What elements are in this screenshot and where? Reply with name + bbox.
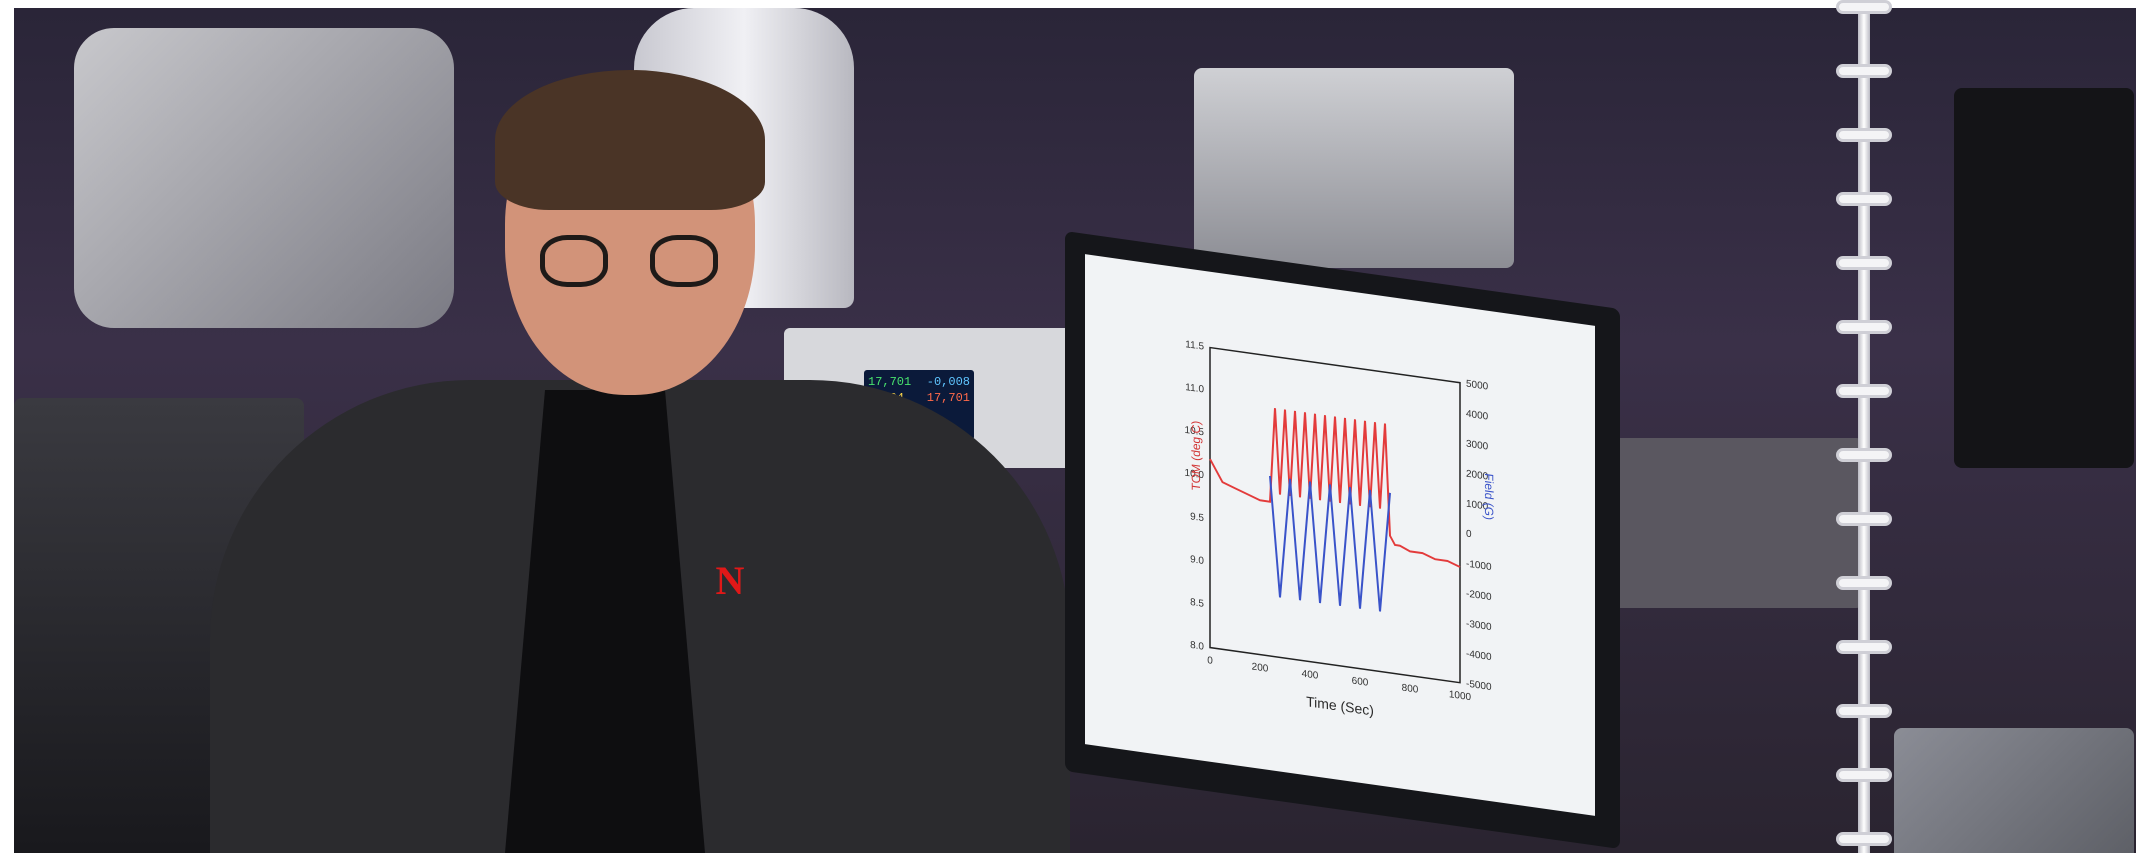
chart-frame <box>1209 346 1461 684</box>
spiral-ring <box>1836 576 1892 590</box>
equipment-right <box>1894 728 2134 853</box>
x-tick-label: 600 <box>1352 676 1369 689</box>
spiral-ring <box>1836 640 1892 654</box>
y-left-tick-label: 11.5 <box>1185 339 1204 353</box>
y-left-tick-label: 10.5 <box>1185 425 1205 439</box>
chart-ylabel-right: Field (G) <box>1482 472 1496 521</box>
server-cabinet <box>1954 88 2134 468</box>
spiral-ring <box>1836 0 1892 14</box>
y-right-tick-label: -4000 <box>1466 649 1492 664</box>
readout-1: 17,701 <box>868 375 912 389</box>
spiral-ring <box>1836 64 1892 78</box>
y-right-tick-label: 0 <box>1466 529 1472 541</box>
series-line-0 <box>1209 407 1461 568</box>
y-left-tick-label: 9.0 <box>1190 554 1204 567</box>
y-right-tick-label: 2000 <box>1466 469 1489 483</box>
glasses-left-lens <box>540 235 608 287</box>
monitor-chart: 0 200 400 600 800 1000 8.0 8.5 9.0 9.5 10.0 10.5 11.… <box>1185 339 1496 718</box>
y-left-tick-label: 11.0 <box>1185 382 1204 396</box>
y-left-tick-label: 9.5 <box>1190 511 1204 524</box>
y-right-tick-label: 4000 <box>1466 409 1489 423</box>
y-right-tick-label: 3000 <box>1466 439 1489 453</box>
y-right-tick-label: -5000 <box>1466 679 1492 694</box>
x-tick-label: 800 <box>1402 683 1419 696</box>
y-right-tick-label: -1000 <box>1466 559 1492 574</box>
chart-xlabel: Time (Sec) <box>1306 693 1374 718</box>
series-line-1 <box>1269 475 1391 612</box>
chart-series <box>1209 407 1461 612</box>
x-tick-label: 0 <box>1207 655 1213 667</box>
glasses-right-lens <box>650 235 718 287</box>
y-right-tick-label: -3000 <box>1466 619 1492 634</box>
y-left-tick-label: 8.0 <box>1190 640 1204 653</box>
person-hair <box>495 70 765 210</box>
readout-2: -0,008 <box>926 375 970 389</box>
instrument-box <box>1594 438 1864 608</box>
electronics-rack <box>1194 68 1514 268</box>
spiral-ring <box>1836 256 1892 270</box>
spiral-ring <box>1836 512 1892 526</box>
x-tick-label: 400 <box>1302 668 1319 681</box>
nebraska-n-logo: N <box>715 558 745 603</box>
y-right-tick-label: -2000 <box>1466 589 1492 604</box>
spiral-ring <box>1836 128 1892 142</box>
spiral-ring <box>1836 704 1892 718</box>
spiral-ring <box>1836 832 1892 846</box>
x-tick-label: 1000 <box>1449 689 1472 703</box>
spiral-ring <box>1836 384 1892 398</box>
x-tick-label: 200 <box>1252 661 1269 674</box>
chart-axes: 0 200 400 600 800 1000 8.0 8.5 9.0 9.5 10.0 10.5 11.… <box>1185 339 1492 703</box>
readout-4: 17,701 <box>926 391 970 405</box>
spiral-ring <box>1836 448 1892 462</box>
chart-ylabel-left: TOM (deg C) <box>1189 420 1203 492</box>
spiral-ring <box>1836 320 1892 334</box>
spiral-binding-spine <box>1858 0 1870 853</box>
y-right-tick-label: 5000 <box>1466 379 1489 393</box>
vacuum-chamber <box>74 28 454 328</box>
spiral-ring <box>1836 192 1892 206</box>
spiral-ring <box>1836 768 1892 782</box>
y-right-tick-label: 1000 <box>1466 499 1489 513</box>
y-left-tick-label: 8.5 <box>1190 597 1204 610</box>
y-left-tick-label: 10.0 <box>1185 468 1205 482</box>
